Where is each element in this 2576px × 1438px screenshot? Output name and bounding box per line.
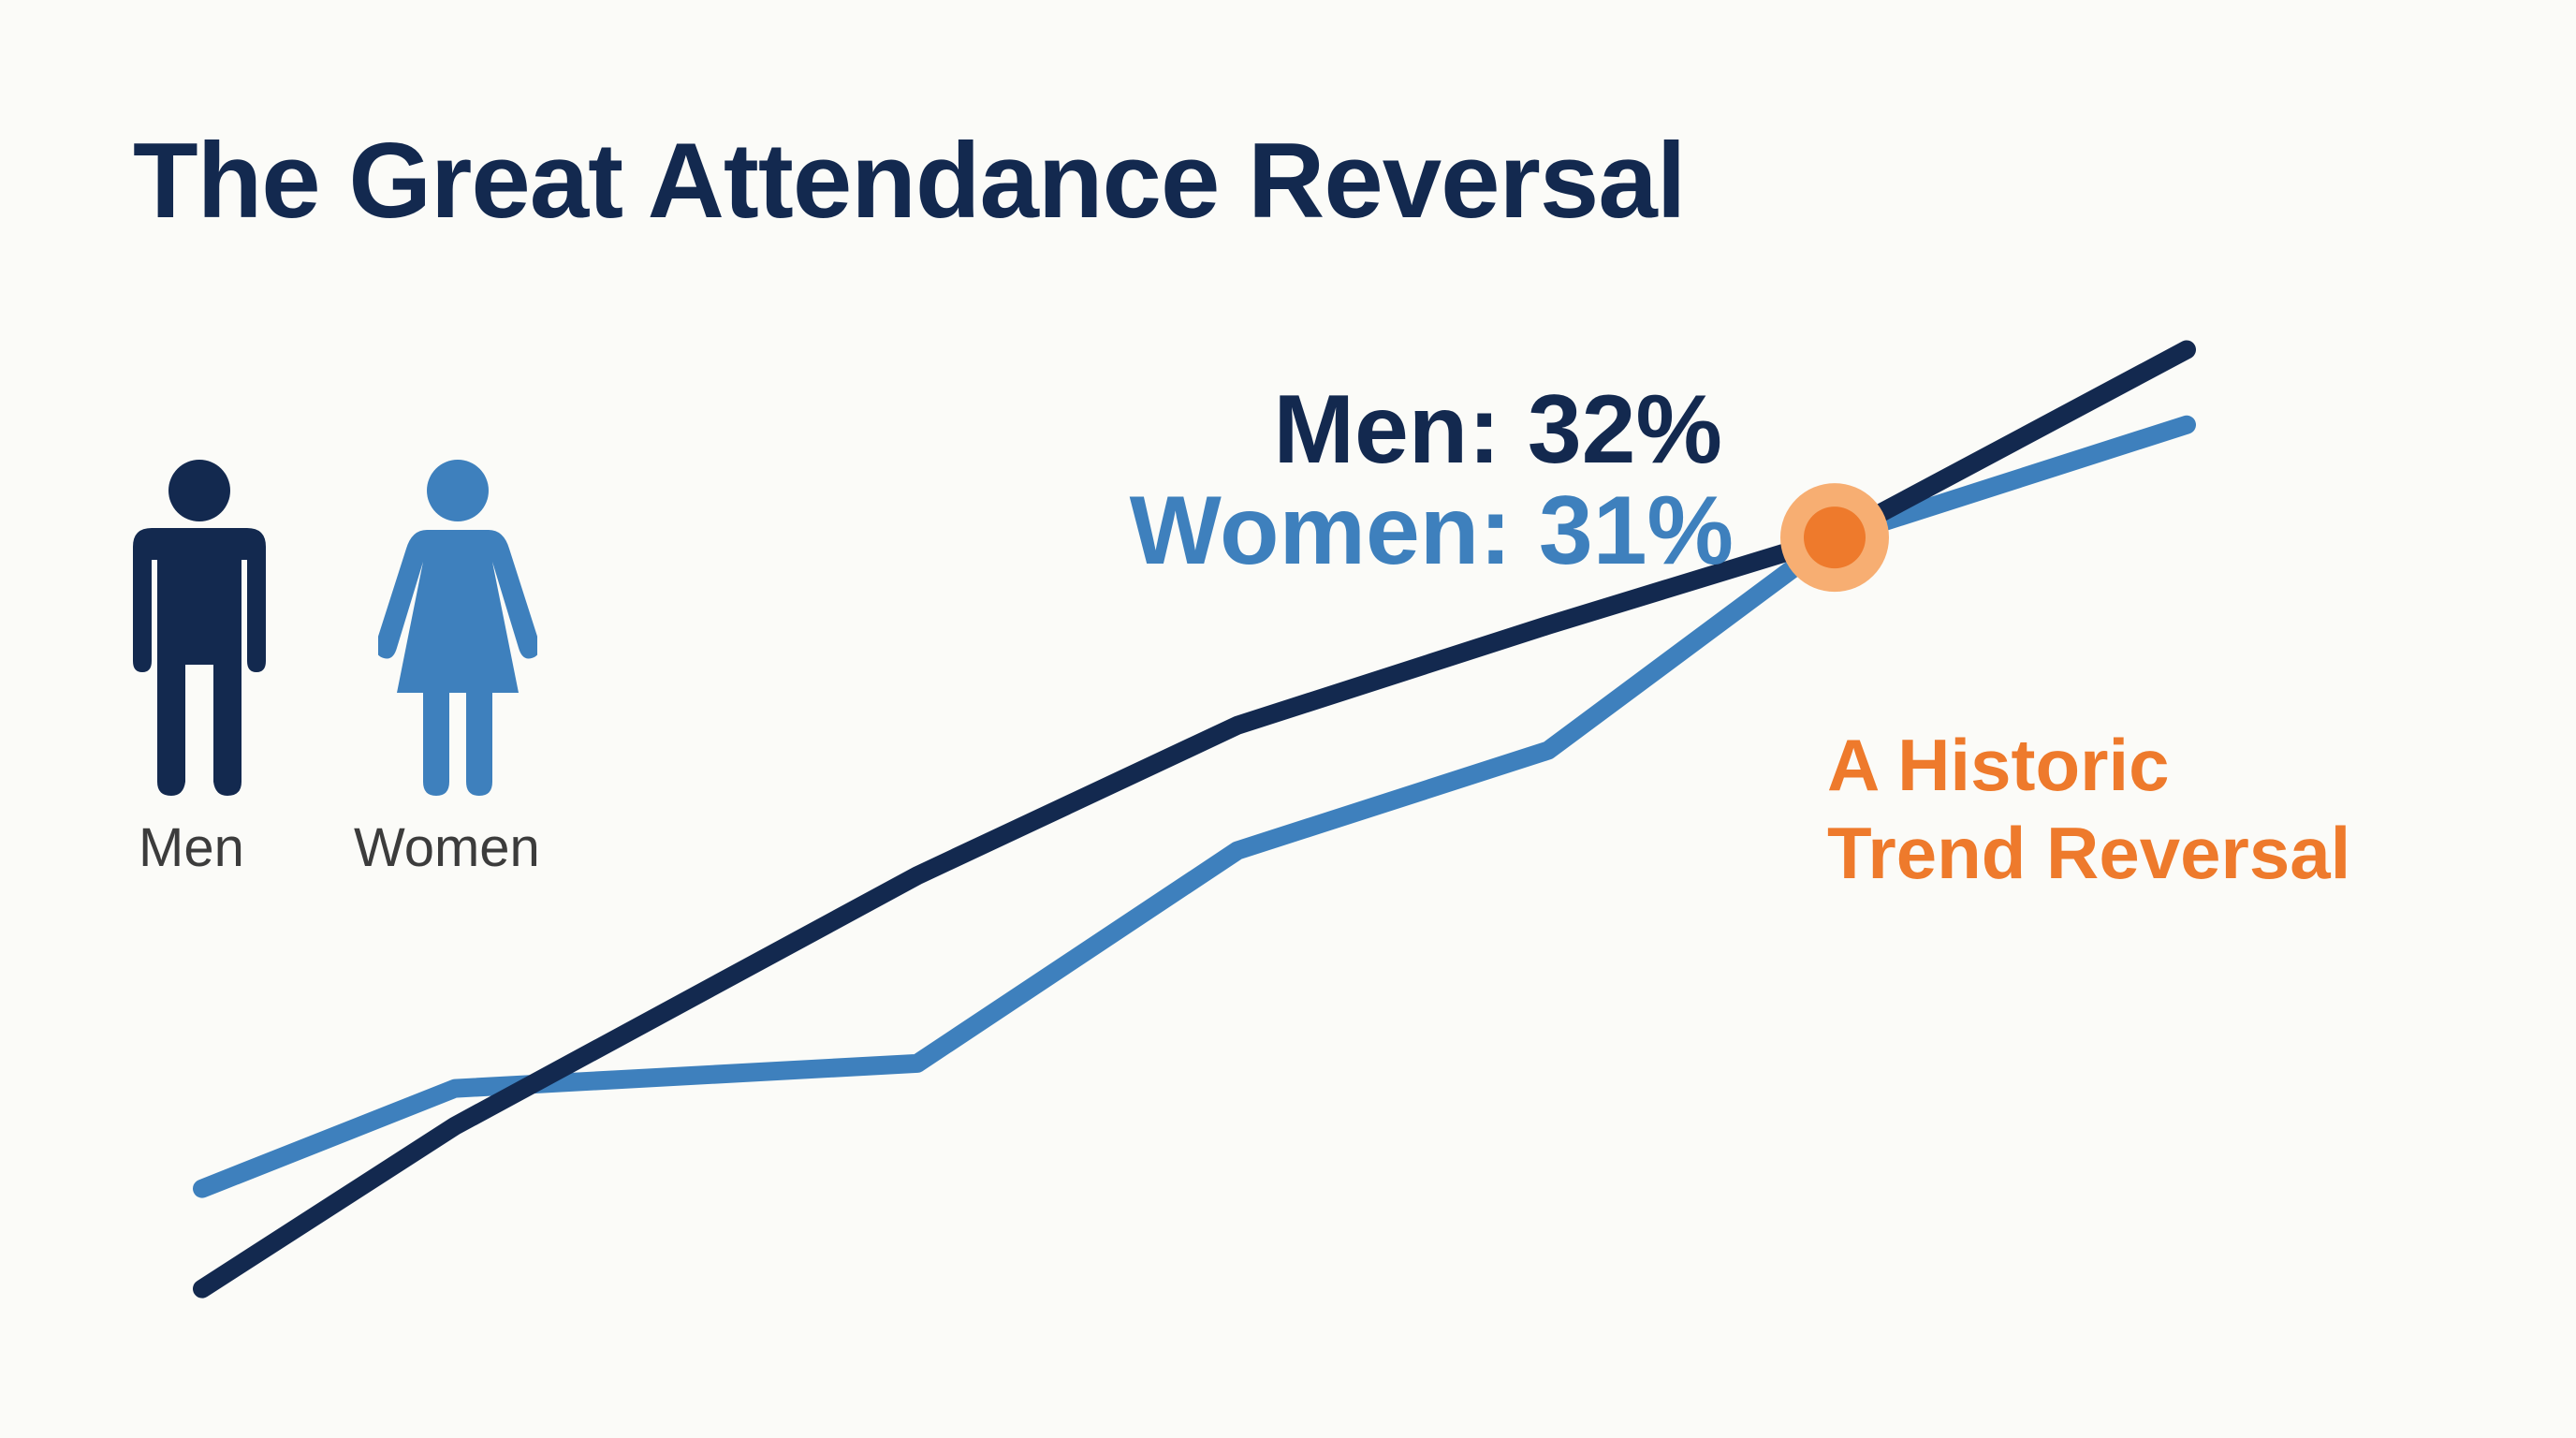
chart-title: The Great Attendance Reversal bbox=[133, 122, 1686, 241]
men-callout: Men: 32% bbox=[1273, 375, 1722, 484]
highlight-point bbox=[1804, 506, 1866, 569]
trend-annotation-line2: Trend Reversal bbox=[1827, 812, 2351, 894]
women-callout: Women: 31% bbox=[1129, 477, 1734, 585]
trend-annotation-line1: A Historic bbox=[1827, 724, 2170, 806]
trend-annotation: A Historic Trend Reversal bbox=[1827, 721, 2350, 897]
man-icon bbox=[131, 459, 268, 796]
women-label: Women bbox=[354, 817, 540, 878]
woman-icon bbox=[375, 459, 540, 796]
men-label: Men bbox=[139, 817, 244, 878]
